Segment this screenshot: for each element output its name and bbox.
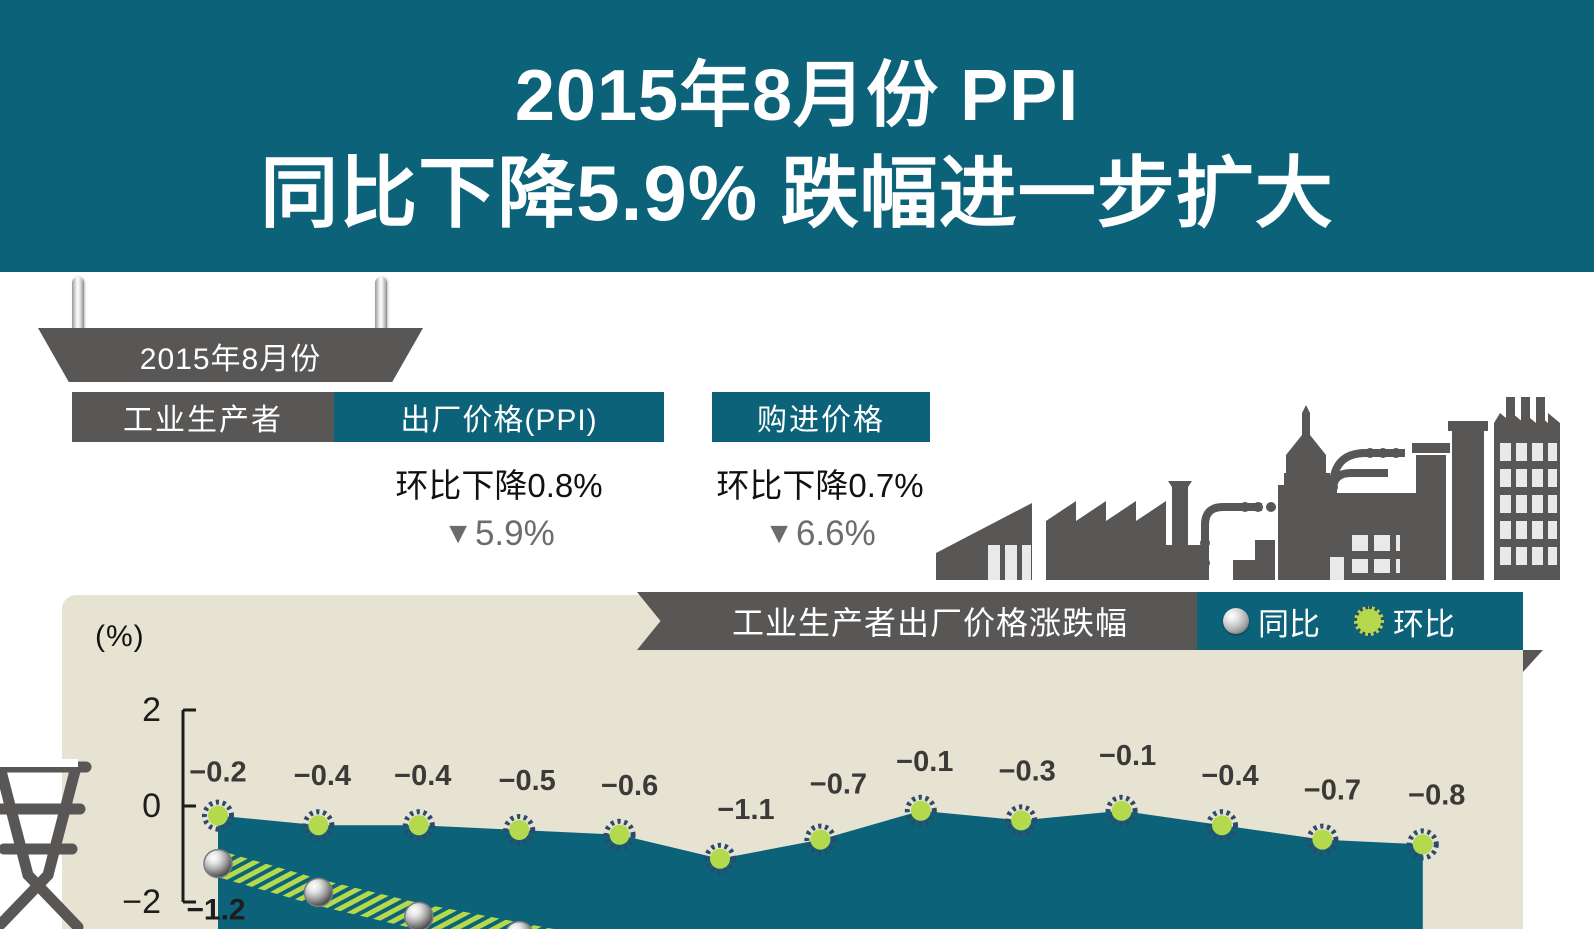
chart-plot-area: −0.2 −0.4 −0.4 −0.5 −0.6 −1.1 −0.7 −0.1 −0.3 −0.1… <box>62 595 1523 929</box>
chart-legend: 同比 环比 <box>1197 592 1523 650</box>
page-title-line2: 同比下降5.9% 跌幅进一步扩大 <box>260 149 1334 237</box>
producer-label: 工业生产者 <box>72 392 334 442</box>
mom-point-label: −0.5 <box>499 765 556 797</box>
purchase-mom-value: 环比下降0.7% <box>716 467 924 504</box>
ppi-label: 出厂价格(PPI) <box>334 392 664 442</box>
legend-item-mom: 环比 <box>1354 599 1455 644</box>
y-axis-tick-label: 0 <box>142 787 161 825</box>
ppi-yoy-row: ▼ 5.9% <box>334 512 664 556</box>
mom-point-label: −0.4 <box>394 760 451 792</box>
yoy-point-label: −1.2 <box>186 894 245 927</box>
legend-label-yoy: 同比 <box>1258 606 1320 642</box>
chart-title: 工业生产者出厂价格涨跌幅 <box>731 605 1128 641</box>
ribbon-fold-shadow <box>1523 650 1543 672</box>
mom-point-label: −0.1 <box>896 746 953 778</box>
mom-point-label: −0.7 <box>810 769 867 801</box>
ppi-mom-value: 环比下降0.8% <box>395 467 603 504</box>
y-axis-tick-label: −2 <box>122 883 161 921</box>
mom-point-label: −0.1 <box>1099 740 1156 772</box>
legend-label-mom: 环比 <box>1393 606 1455 642</box>
chart-unit-label: (%) <box>95 620 145 653</box>
ppi-yoy-value: 5.9% <box>474 514 555 553</box>
gray-sphere-dot-icon <box>1223 608 1249 634</box>
triangle-down-icon-2: ▼ <box>764 517 794 550</box>
mom-point-label: −0.8 <box>1408 779 1465 811</box>
mom-point-label: −0.7 <box>1304 775 1361 807</box>
industrial-skyline-illustration <box>900 395 1594 600</box>
period-label: 2015年8月份 <box>139 343 322 376</box>
mom-point-label: −1.1 <box>717 794 774 826</box>
mom-point-label: −0.4 <box>294 760 351 792</box>
period-sign-plate <box>38 328 423 382</box>
green-dotted-dot-icon <box>1354 606 1384 636</box>
header-band <box>0 0 1594 272</box>
purchase-yoy-row: ▼ 6.6% <box>700 512 940 556</box>
purchase-yoy-value: 6.6% <box>795 514 876 553</box>
oil-derrick-illustration <box>0 745 98 929</box>
mom-point-label: −0.3 <box>999 755 1056 787</box>
mom-point-label: −0.4 <box>1201 760 1258 792</box>
triangle-down-icon: ▼ <box>443 517 473 550</box>
legend-item-yoy: 同比 <box>1223 599 1320 644</box>
page-title-line1: 2015年8月份 PPI <box>514 56 1080 136</box>
purchase-price-label: 购进价格 <box>712 392 930 442</box>
mom-point-label: −0.2 <box>189 757 246 789</box>
mom-point-label: −0.6 <box>601 770 658 802</box>
y-axis-tick-label: 2 <box>142 691 161 729</box>
chart-title-ribbon: 工业生产者出厂价格涨跌幅 <box>637 592 1197 650</box>
